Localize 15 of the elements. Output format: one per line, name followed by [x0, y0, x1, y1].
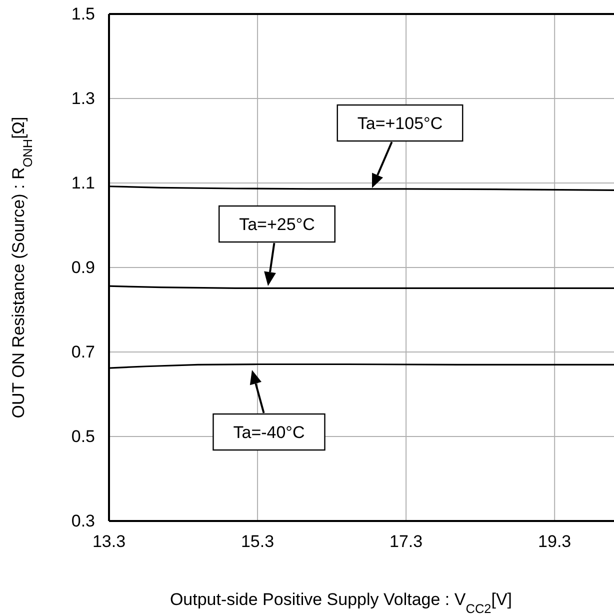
x-tick-label: 15.3	[240, 532, 274, 552]
y-tick-label: 1.3	[71, 88, 95, 108]
annotation: Ta=+25°C	[239, 215, 315, 234]
x-tick-label: 13.3	[92, 532, 126, 552]
y-tick-label: 1.5	[71, 4, 95, 24]
annotation: Ta=-40°C	[233, 423, 305, 442]
y-tick-label: 0.9	[71, 258, 95, 277]
x-tick-label: 17.3	[390, 532, 423, 552]
y-tick-label: 0.3	[71, 511, 95, 530]
y-tick-label: 1.1	[71, 173, 95, 192]
x-axis-title: Output-side Positive Supply Voltage : V$_{CC2}$[V]	[170, 590, 512, 615]
y-tick-label: 0.7	[71, 342, 95, 362]
x-tick-label: 19.3	[538, 532, 572, 552]
y-tick-label: 0.5	[71, 426, 95, 446]
annotation: Ta=+105°C	[357, 114, 443, 133]
